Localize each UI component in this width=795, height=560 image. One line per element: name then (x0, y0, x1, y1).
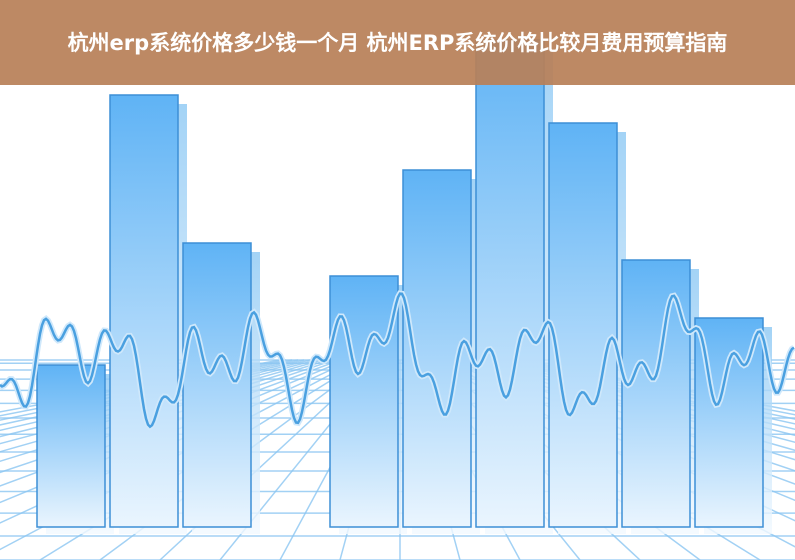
bar (621, 259, 691, 528)
bars (36, 39, 772, 534)
title-banner: 杭州erp系统价格多少钱一个月 杭州ERP系统价格比较月费用预算指南 (0, 0, 795, 85)
bar (36, 364, 106, 528)
wave-path (0, 292, 795, 429)
bar (109, 94, 179, 528)
wave-line (0, 290, 795, 431)
page-title: 杭州erp系统价格多少钱一个月 杭州ERP系统价格比较月费用预算指南 (67, 30, 728, 55)
bar (475, 39, 545, 528)
bar (182, 242, 252, 528)
bar (548, 122, 618, 528)
